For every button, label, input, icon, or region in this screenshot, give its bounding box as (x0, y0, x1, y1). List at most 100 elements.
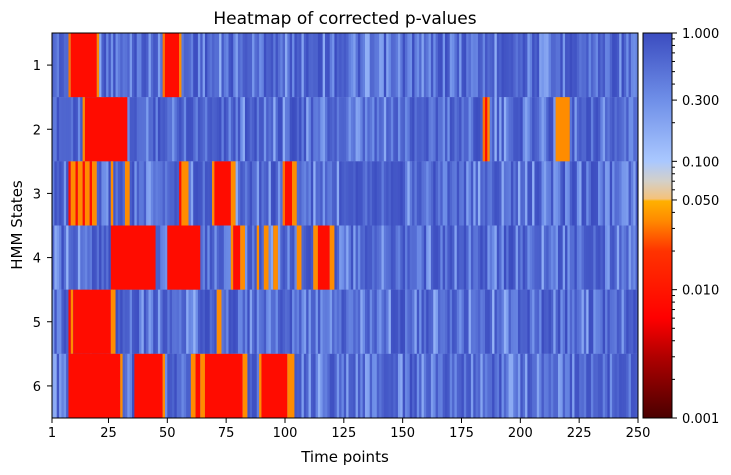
heatmap-cell (266, 97, 269, 162)
heatmap-cell (124, 289, 128, 354)
heatmap-cell (527, 33, 531, 98)
heatmap-cell (167, 97, 170, 162)
heatmap-cell (230, 289, 234, 354)
heatmap-cell (456, 97, 460, 162)
heatmap-cell (612, 289, 615, 354)
heatmap-cell (407, 289, 411, 354)
heatmap-cell (569, 97, 573, 162)
heatmap-cell (440, 353, 443, 418)
heatmap-cell (336, 97, 340, 162)
heatmap-cell (52, 33, 55, 98)
heatmap-cell (501, 33, 505, 98)
heatmap-cell (574, 33, 578, 98)
heatmap-cell (445, 353, 448, 418)
heatmap-significant-segment (273, 225, 278, 290)
heatmap-cell (346, 225, 349, 290)
heatmap-cell (555, 353, 559, 418)
heatmap-cell (244, 289, 248, 354)
heatmap-cell (292, 225, 295, 290)
heatmap-cell (515, 97, 519, 162)
heatmap-cell (393, 161, 396, 226)
heatmap-cell (400, 33, 403, 98)
heatmap-cell (228, 289, 232, 354)
heatmap-cell (513, 353, 516, 418)
heatmap-cell (503, 289, 507, 354)
heatmap-cell (628, 289, 632, 354)
heatmap-cell (397, 161, 401, 226)
heatmap-cell (339, 353, 342, 418)
heatmap-cell (176, 289, 180, 354)
heatmap-cell (181, 353, 185, 418)
heatmap-cell (329, 33, 333, 98)
heatmap-cell (560, 289, 563, 354)
heatmap-cell (555, 225, 559, 290)
heatmap-cell (320, 97, 323, 162)
heatmap-cell (423, 97, 427, 162)
heatmap-cell (583, 225, 587, 290)
heatmap-cell (565, 33, 568, 98)
y-tick-label: 5 (33, 316, 41, 331)
heatmap-cell (409, 33, 413, 98)
heatmap-cell (141, 33, 145, 98)
heatmap-cell (261, 225, 265, 290)
heatmap-cell (600, 353, 603, 418)
heatmap-cell (54, 289, 58, 354)
heatmap-cell (428, 161, 432, 226)
heatmap-cell (256, 161, 260, 226)
heatmap-cell (226, 289, 229, 354)
heatmap-cell (197, 33, 201, 98)
heatmap-cell (496, 97, 500, 162)
heatmap-cell (541, 33, 545, 98)
heatmap-cell (595, 161, 599, 226)
heatmap-cell (395, 97, 399, 162)
heatmap-cell (268, 97, 272, 162)
heatmap-cell (282, 97, 286, 162)
heatmap-significant-segment (70, 161, 76, 226)
heatmap-cell (539, 161, 542, 226)
heatmap-cell (374, 225, 378, 290)
heatmap-cell (482, 225, 486, 290)
heatmap-cell (463, 225, 467, 290)
heatmap-cell (600, 33, 603, 98)
heatmap-cell (496, 33, 500, 98)
heatmap-cell (379, 161, 382, 226)
heatmap-cell (254, 97, 258, 162)
heatmap-cell (574, 353, 578, 418)
heatmap-cell (466, 161, 469, 226)
heatmap-cell (204, 33, 208, 98)
heatmap-cell (127, 353, 130, 418)
heatmap-cell (468, 353, 472, 418)
heatmap-cell (365, 97, 368, 162)
heatmap-cell (134, 97, 138, 162)
heatmap-cell (310, 289, 314, 354)
heatmap-cell (96, 225, 100, 290)
heatmap-cell (428, 353, 432, 418)
heatmap-cell (292, 97, 295, 162)
heatmap-cell (609, 353, 613, 418)
heatmap-significant-segment (329, 225, 335, 290)
heatmap-cell (461, 289, 465, 354)
heatmap-significant-segment (75, 289, 111, 354)
heatmap-cell (54, 161, 58, 226)
heatmap-cell (593, 225, 596, 290)
heatmap-cell (362, 225, 366, 290)
heatmap-cell (616, 161, 620, 226)
heatmap-cell (315, 161, 319, 226)
heatmap-cell (461, 353, 465, 418)
heatmap-cell (268, 33, 272, 98)
heatmap-cell (101, 161, 105, 226)
heatmap-cell (485, 33, 488, 98)
heatmap-significant-segment (212, 161, 215, 226)
heatmap-cell (612, 97, 615, 162)
heatmap-cell (87, 225, 90, 290)
heatmap-significant-segment (68, 289, 71, 354)
heatmap-cell (296, 289, 300, 354)
heatmap-cell (169, 161, 173, 226)
heatmap-cell (409, 97, 413, 162)
heatmap-cell (94, 225, 98, 290)
heatmap-cell (266, 289, 269, 354)
heatmap-cell (289, 225, 293, 290)
heatmap-cell (419, 161, 422, 226)
heatmap-cell (332, 161, 335, 226)
